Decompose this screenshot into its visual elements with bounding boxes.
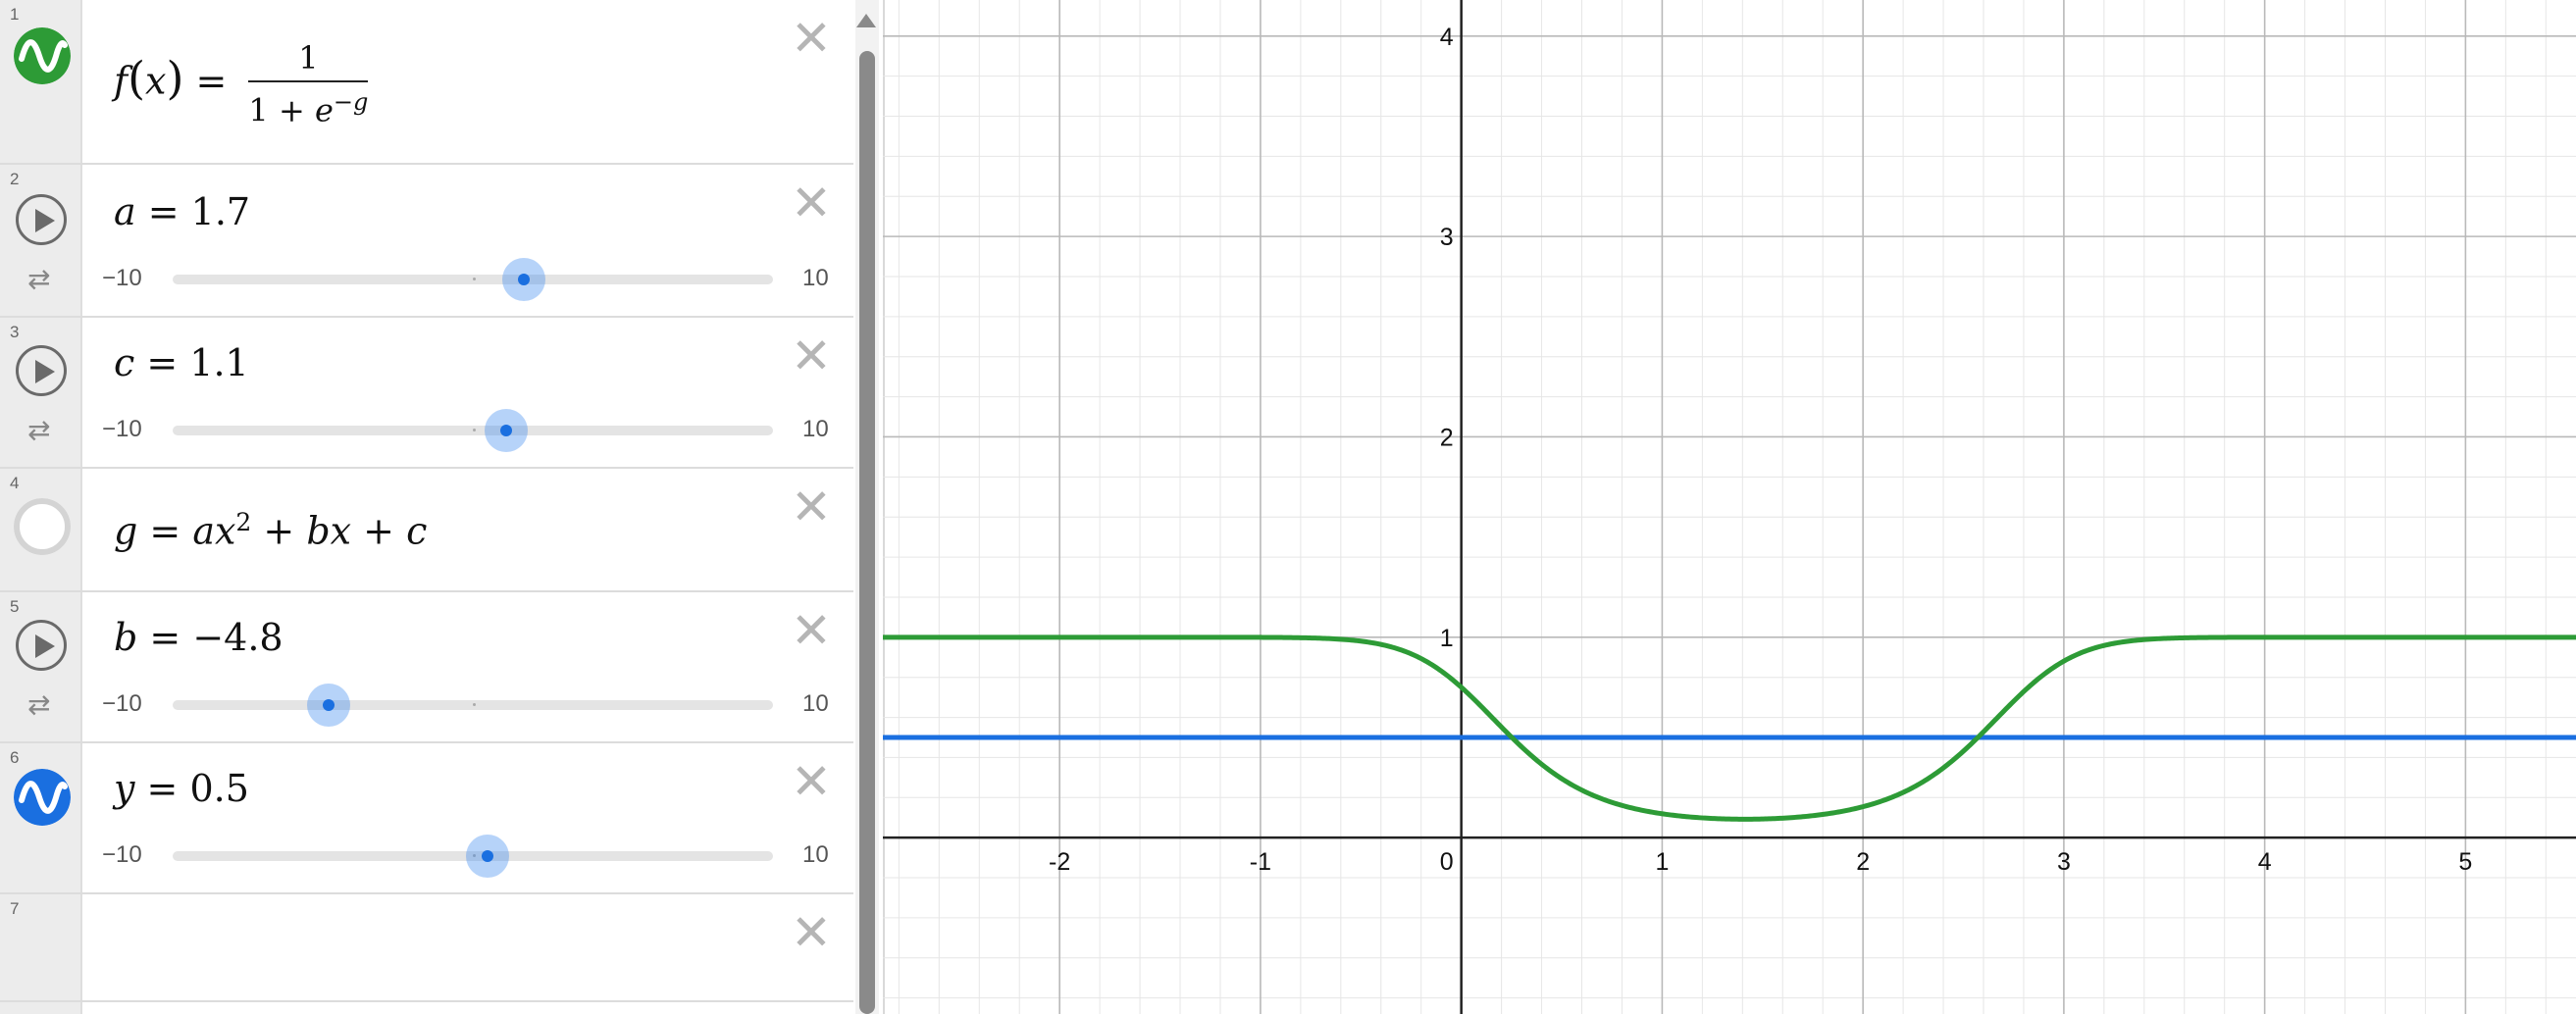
slider-zero-tick <box>473 703 476 706</box>
expression-list: 1 f(x) = 1 1 + e−g ✕ 2 ⇄ a = 1.7 −10 10 … <box>0 0 885 1014</box>
row-number: 1 <box>10 5 20 24</box>
g-const-c: c <box>406 509 428 553</box>
function-argument: x <box>145 59 167 103</box>
g-coef-a: a <box>192 509 215 553</box>
tick-labels: -2 -1 0 1 2 3 4 5 1 2 3 4 <box>1049 24 2472 876</box>
slider-min[interactable]: −10 <box>102 841 142 868</box>
function-expression[interactable]: f(x) = 1 1 + e−g <box>114 39 369 129</box>
play-slider-icon[interactable] <box>16 620 67 671</box>
row-number: 2 <box>10 170 20 188</box>
delete-expression-4-icon[interactable]: ✕ <box>791 479 832 535</box>
delete-expression-1-icon[interactable]: ✕ <box>791 10 832 67</box>
y-tick-label: 3 <box>1440 224 1454 251</box>
g-var-x: x <box>330 509 352 553</box>
expression-row-6[interactable]: 6 y = 0.5 −10 10 ✕ <box>0 743 853 894</box>
g-var-x: x <box>214 509 236 553</box>
g-exponent: 2 <box>235 508 252 536</box>
scroll-up-arrow-icon[interactable] <box>856 14 876 27</box>
slider-max[interactable]: 10 <box>802 416 829 442</box>
axes <box>883 0 2576 1014</box>
slider-variable: a <box>114 190 136 233</box>
slider-handle[interactable] <box>502 258 546 301</box>
x-tick-label: 5 <box>2458 848 2472 876</box>
expression-row-7[interactable]: 7 ✕ <box>0 894 853 1002</box>
row-number: 5 <box>10 597 20 616</box>
graph-canvas[interactable]: -2 -1 0 1 2 3 4 5 1 2 3 4 <box>883 0 2576 1014</box>
y-tick-label: 1 <box>1440 625 1454 652</box>
fraction-numerator: 1 <box>248 39 369 82</box>
row-number: 6 <box>10 748 20 767</box>
slider-expression[interactable]: c = 1.1 <box>114 341 249 384</box>
expression-row-2[interactable]: 2 ⇄ a = 1.7 −10 10 ✕ <box>0 165 853 318</box>
graph-color-icon-blue[interactable] <box>14 769 71 826</box>
loop-icon[interactable]: ⇄ <box>27 263 51 295</box>
expression-row-5[interactable]: 5 ⇄ b = −4.8 −10 10 ✕ <box>0 592 853 743</box>
row-number: 3 <box>10 323 20 341</box>
slider-handle[interactable] <box>307 684 351 727</box>
slider-min[interactable]: −10 <box>102 416 142 442</box>
slider-max[interactable]: 10 <box>802 690 829 717</box>
slider-zero-tick <box>473 854 476 857</box>
x-tick-label: -2 <box>1049 848 1070 876</box>
delete-expression-6-icon[interactable]: ✕ <box>791 753 832 810</box>
row-number: 4 <box>10 474 20 492</box>
play-slider-icon[interactable] <box>16 345 67 396</box>
x-tick-label: 1 <box>1655 848 1669 876</box>
slider-handle[interactable] <box>484 409 528 452</box>
delete-expression-7-icon[interactable]: ✕ <box>791 904 832 961</box>
slider-value: 1.1 <box>189 341 249 384</box>
slider-expression[interactable]: a = 1.7 <box>114 190 251 233</box>
fraction: 1 1 + e−g <box>248 39 369 129</box>
x-tick-label: 3 <box>2057 848 2071 876</box>
x-tick-label: 4 <box>2258 848 2272 876</box>
delete-expression-2-icon[interactable]: ✕ <box>791 175 832 231</box>
series-f-curve[interactable] <box>883 634 2576 822</box>
g-definition[interactable]: g = ax2 + bx + c <box>114 508 428 553</box>
g-lhs: g <box>114 509 138 553</box>
loop-icon[interactable]: ⇄ <box>27 414 51 446</box>
y-tick-label: 4 <box>1440 24 1454 51</box>
function-name: f <box>114 59 129 103</box>
minor-grid <box>883 0 2576 1014</box>
expression-row-1[interactable]: 1 f(x) = 1 1 + e−g ✕ <box>0 0 853 165</box>
g-coef-b: b <box>306 509 331 553</box>
graph-color-icon-green[interactable] <box>14 27 71 84</box>
play-slider-icon[interactable] <box>16 194 67 245</box>
slider-max[interactable]: 10 <box>802 265 829 291</box>
slider-value: 1.7 <box>190 190 251 233</box>
expression-row-4[interactable]: 4 g = ax2 + bx + c ✕ <box>0 469 853 592</box>
row-number: 7 <box>10 899 20 918</box>
hidden-graph-circle-icon[interactable] <box>14 498 71 555</box>
slider-handle[interactable] <box>466 835 510 878</box>
loop-icon[interactable]: ⇄ <box>27 688 51 721</box>
major-grid <box>883 0 2576 1014</box>
slider-value: −4.8 <box>192 616 283 659</box>
slider-variable: b <box>114 616 138 659</box>
y-tick-label: 2 <box>1440 424 1454 451</box>
slider-expression[interactable]: b = −4.8 <box>114 616 283 659</box>
slider-variable: y <box>114 767 135 810</box>
scrollbar-thumb[interactable] <box>859 51 875 1014</box>
slider-value: 0.5 <box>189 767 249 810</box>
delete-expression-3-icon[interactable]: ✕ <box>791 328 832 384</box>
denominator-exponent: −g <box>333 88 369 116</box>
slider-min[interactable]: −10 <box>102 265 142 291</box>
x-tick-label: 0 <box>1440 848 1454 876</box>
denominator-e: e <box>314 91 334 129</box>
slider-zero-tick <box>473 278 476 280</box>
expression-row-3[interactable]: 3 ⇄ c = 1.1 −10 10 ✕ <box>0 318 853 469</box>
slider-expression[interactable]: y = 0.5 <box>114 767 249 810</box>
slider-variable: c <box>114 341 135 384</box>
fraction-denominator: 1 + e−g <box>248 88 369 129</box>
slider-max[interactable]: 10 <box>802 841 829 868</box>
slider-min[interactable]: −10 <box>102 690 142 717</box>
delete-expression-5-icon[interactable]: ✕ <box>791 602 832 659</box>
denominator-one: 1 <box>248 91 269 129</box>
x-tick-label: 2 <box>1856 848 1870 876</box>
slider-zero-tick <box>473 429 476 431</box>
x-tick-label: -1 <box>1250 848 1271 876</box>
